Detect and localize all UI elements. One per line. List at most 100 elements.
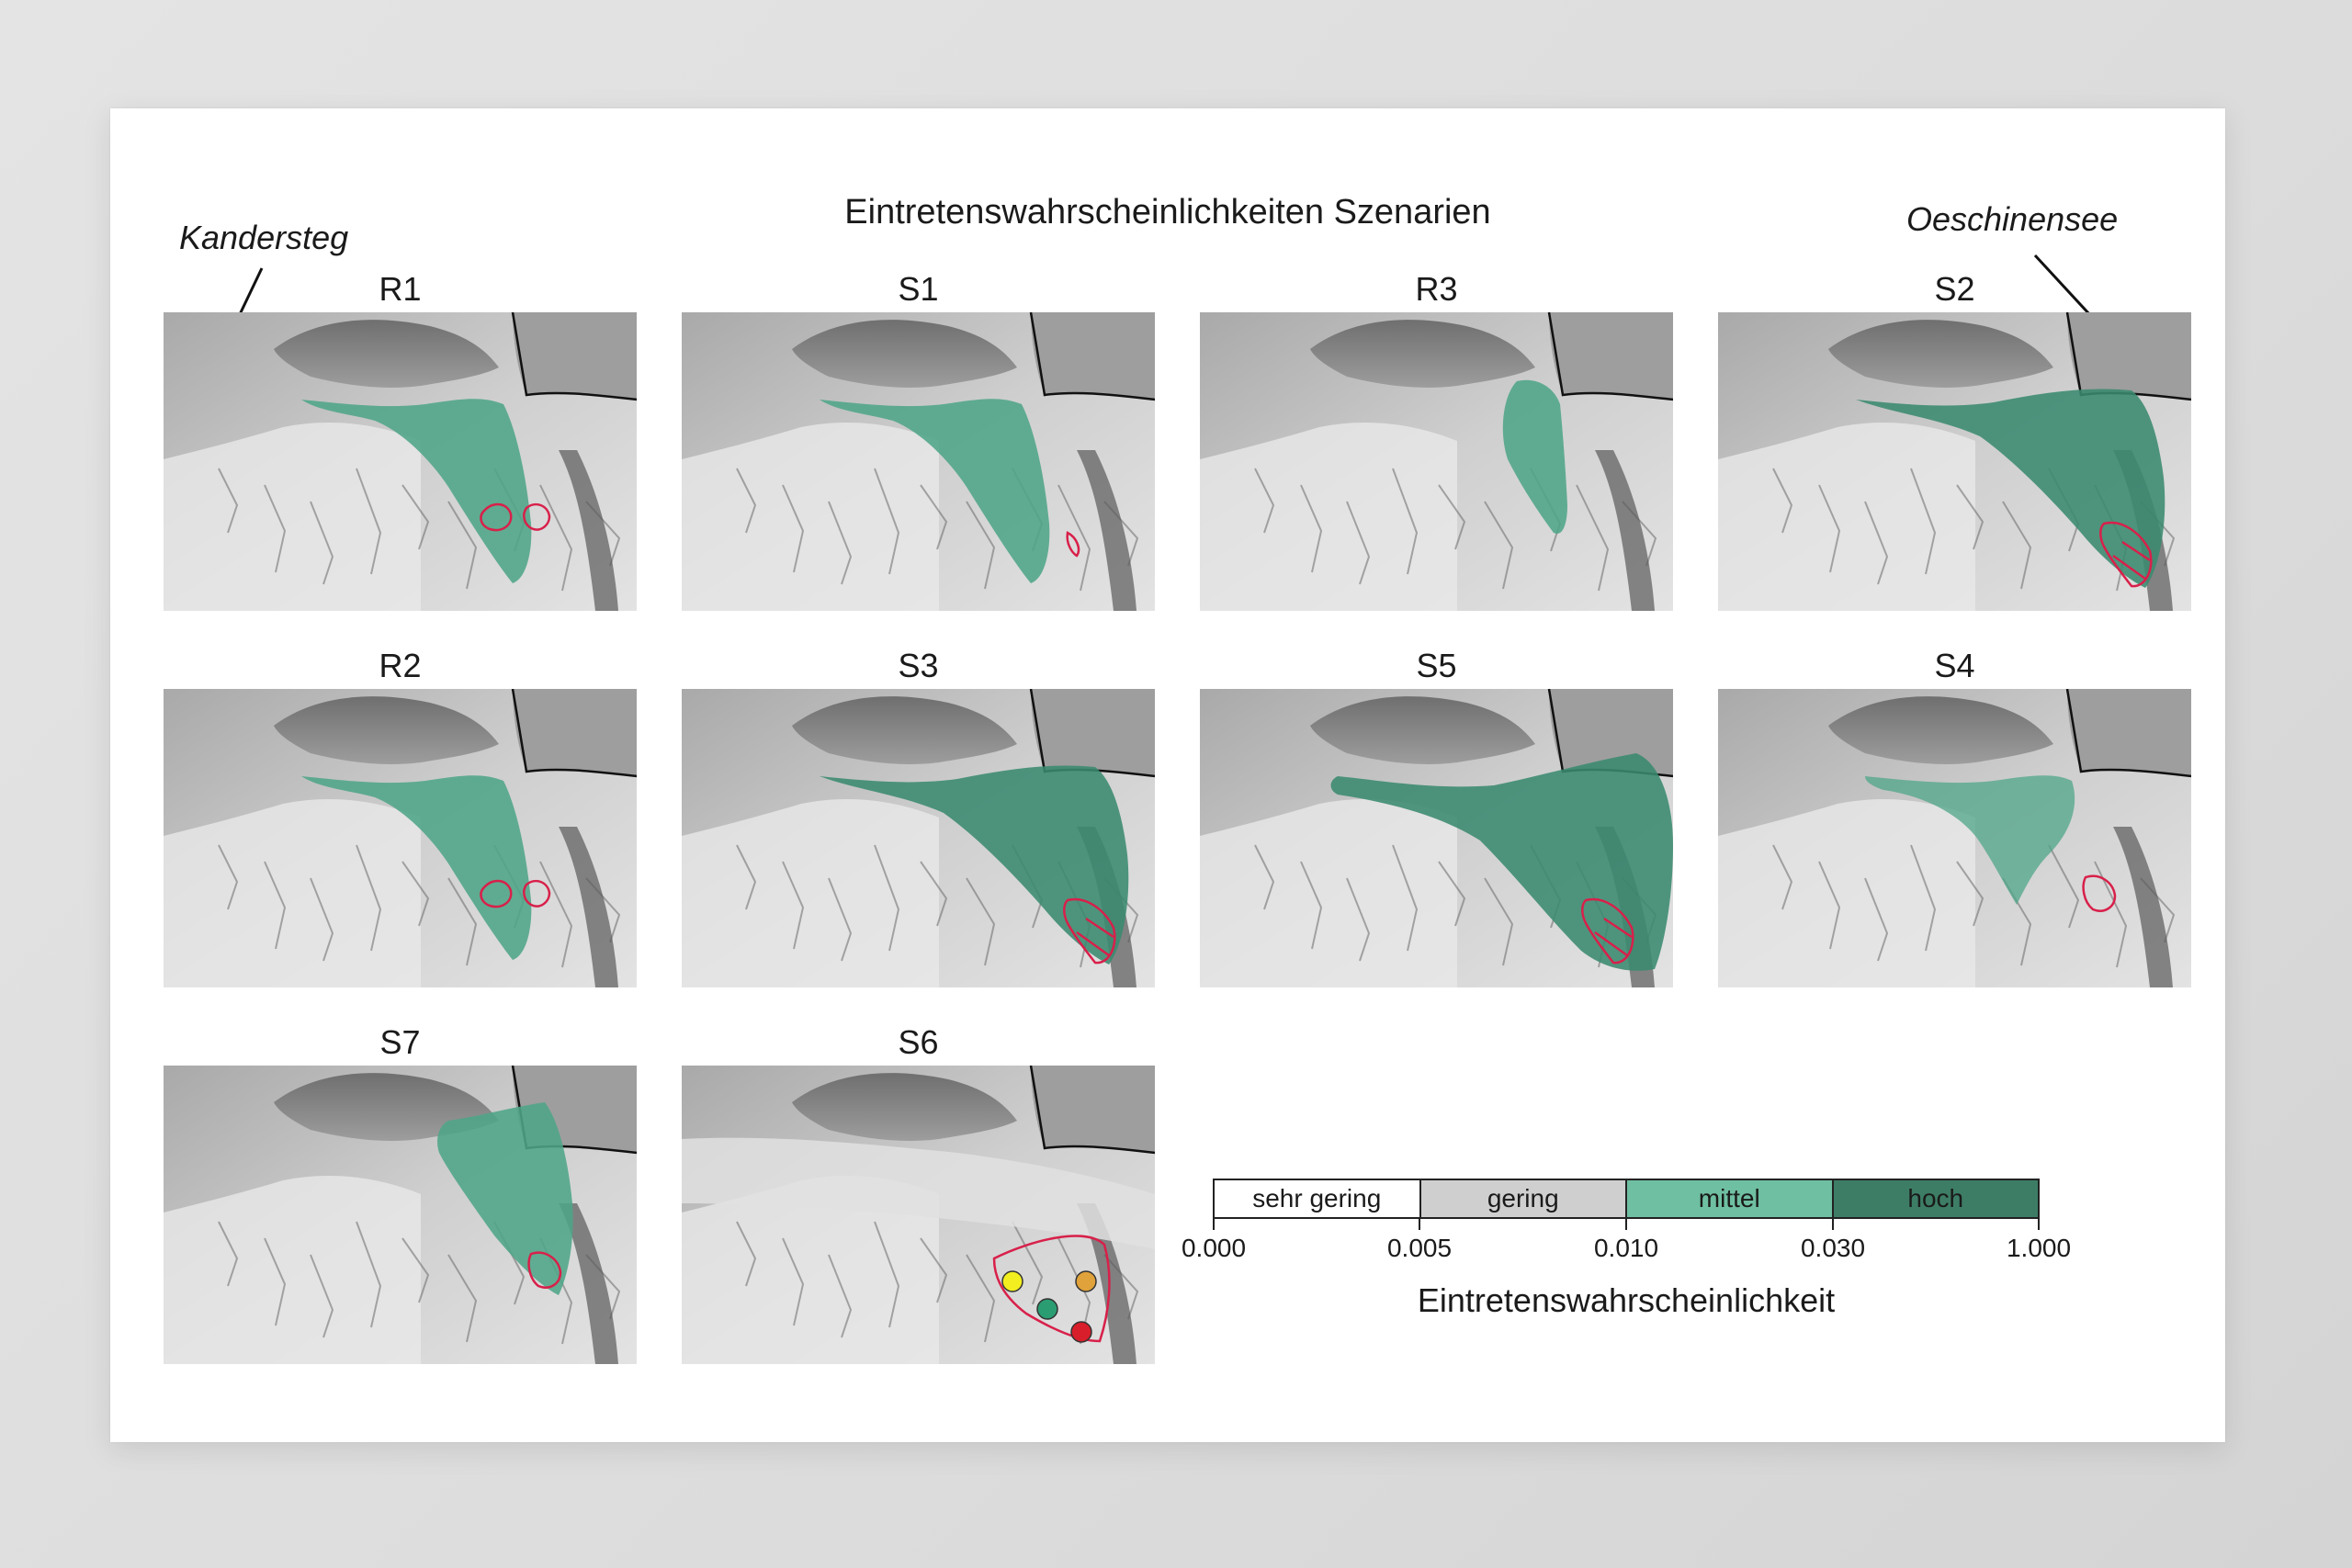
terrain-ridge-line	[1818, 861, 1841, 950]
gorge	[559, 1203, 618, 1364]
legend-class-mittel: mittel	[1627, 1180, 1834, 1217]
terrain-ridge-line	[1012, 1221, 1044, 1305]
valley-floor	[164, 799, 421, 987]
source-dot-yellow	[1001, 1270, 1023, 1292]
terrain-ridge-line	[2094, 861, 2128, 968]
lake-shoreline	[511, 689, 637, 778]
terrain-ridge-line	[782, 861, 805, 950]
mountain-ridge	[792, 320, 1017, 388]
terrain-ridge-line	[1300, 484, 1323, 573]
legend-tick	[2038, 1219, 2040, 1230]
lake-area	[2067, 689, 2191, 776]
terrain-ridge-line	[447, 501, 478, 590]
valley-floor	[164, 423, 421, 611]
panel-label: R3	[1415, 270, 1458, 308]
map-r2	[164, 689, 637, 987]
valley-floor	[682, 799, 939, 987]
terrain-ridge-line	[1910, 468, 1937, 575]
terrain-ridge-line	[1392, 844, 1419, 952]
valley-floor	[682, 423, 939, 611]
gorge	[1077, 450, 1136, 611]
map-s3	[682, 689, 1155, 987]
map-s1	[682, 312, 1155, 611]
gorge	[559, 827, 618, 987]
terrain-ridge-line	[264, 484, 287, 573]
terrain-ridge-line	[310, 877, 334, 962]
mountain-ridge	[274, 1073, 499, 1141]
legend-tick-label: 0.005	[1386, 1234, 1453, 1262]
source-outline	[1076, 917, 1114, 957]
panel-label: S7	[379, 1023, 421, 1061]
terrain-ridge-line	[447, 877, 478, 966]
valley-floor	[1718, 423, 1975, 611]
legend-tick-label: 0.030	[1800, 1234, 1866, 1262]
terrain-ridge-line	[966, 877, 996, 966]
valley-floor	[164, 1176, 421, 1364]
terrain-ridge-line	[1254, 468, 1275, 534]
mountain-ridge	[274, 320, 499, 388]
terrain-ridge-line	[1438, 484, 1466, 550]
terrain-ridge-line	[920, 484, 948, 550]
map-s4	[1718, 689, 2191, 987]
source-outline	[1063, 897, 1116, 964]
terrain-ridge-line	[874, 468, 900, 575]
terrain-ridge-line	[1438, 861, 1466, 927]
source-dot-red	[1070, 1321, 1092, 1343]
legend-class-sehr-gering: sehr gering	[1215, 1180, 1421, 1217]
terrain-ridge-line	[264, 861, 287, 950]
source-outline	[1581, 897, 1634, 964]
legend-tick-label: 0.000	[1181, 1234, 1247, 1262]
hazard-zone	[1330, 753, 1673, 971]
overlay-light	[682, 1137, 1155, 1249]
lake-shoreline	[511, 312, 637, 401]
valley-floor	[1200, 799, 1457, 987]
terrain-ridge-line	[1910, 844, 1937, 952]
legend-class-hoch: hoch	[1833, 1180, 2038, 1217]
terrain-ridge-line	[264, 1237, 287, 1326]
panel-label: S1	[898, 270, 939, 308]
legend-tick	[1419, 1219, 1420, 1230]
valley-floor	[1718, 799, 1975, 987]
poster-sheet: Eintretenswahrscheinlichkeiten Szenarien…	[110, 108, 2225, 1442]
source-outline	[2112, 540, 2151, 581]
lake-shoreline	[1029, 312, 1155, 401]
source-outline	[523, 502, 551, 531]
terrain-ridge-line	[828, 501, 853, 585]
legend-title: Eintretenswahrscheinlichkeit	[1417, 1281, 1836, 1319]
mountain-ridge	[274, 696, 499, 764]
legend-bar: sehr gering gering mittel hoch	[1213, 1179, 2040, 1219]
terrain-ridge-line	[1254, 844, 1275, 910]
terrain-ridge-line	[539, 484, 573, 592]
terrain-ridge-line	[1864, 501, 1889, 585]
map-s7	[164, 1066, 637, 1364]
terrain-ridge-line	[1818, 484, 1841, 573]
panel-label: S4	[1934, 647, 1975, 684]
hazard-zone	[437, 1102, 573, 1295]
terrain-ridge-line	[2002, 501, 2032, 590]
source-outline	[1066, 531, 1080, 558]
place-label-kandersteg: Kandersteg	[179, 219, 349, 256]
terrain-ridge-line	[1956, 484, 1984, 550]
mountain-ridge	[1828, 696, 2053, 764]
terrain-ridge-line	[1300, 861, 1323, 950]
lake-area	[1031, 689, 1155, 776]
gorge	[559, 450, 618, 611]
valley-floor	[1200, 423, 1457, 611]
main-title: Eintretenswahrscheinlichkeiten Szenarien	[844, 193, 1491, 231]
panel-label: R2	[379, 647, 422, 684]
terrain-ridge-line	[920, 861, 948, 927]
legend-tick-label: 1.000	[2006, 1234, 2072, 1262]
hazard-zone	[820, 765, 1129, 964]
legend-tick	[1213, 1219, 1215, 1230]
lake-area	[1549, 689, 1673, 776]
map-s2	[1718, 312, 2191, 611]
map-r3	[1200, 312, 1673, 611]
source-outline	[480, 879, 513, 908]
lake-shoreline	[2065, 689, 2191, 778]
panel-label: S3	[898, 647, 939, 684]
lake-area	[2067, 312, 2191, 400]
panel-label: R1	[379, 270, 422, 308]
gorge	[2113, 827, 2173, 987]
map-s5	[1200, 689, 1673, 987]
terrain-ridge-line	[736, 844, 757, 910]
